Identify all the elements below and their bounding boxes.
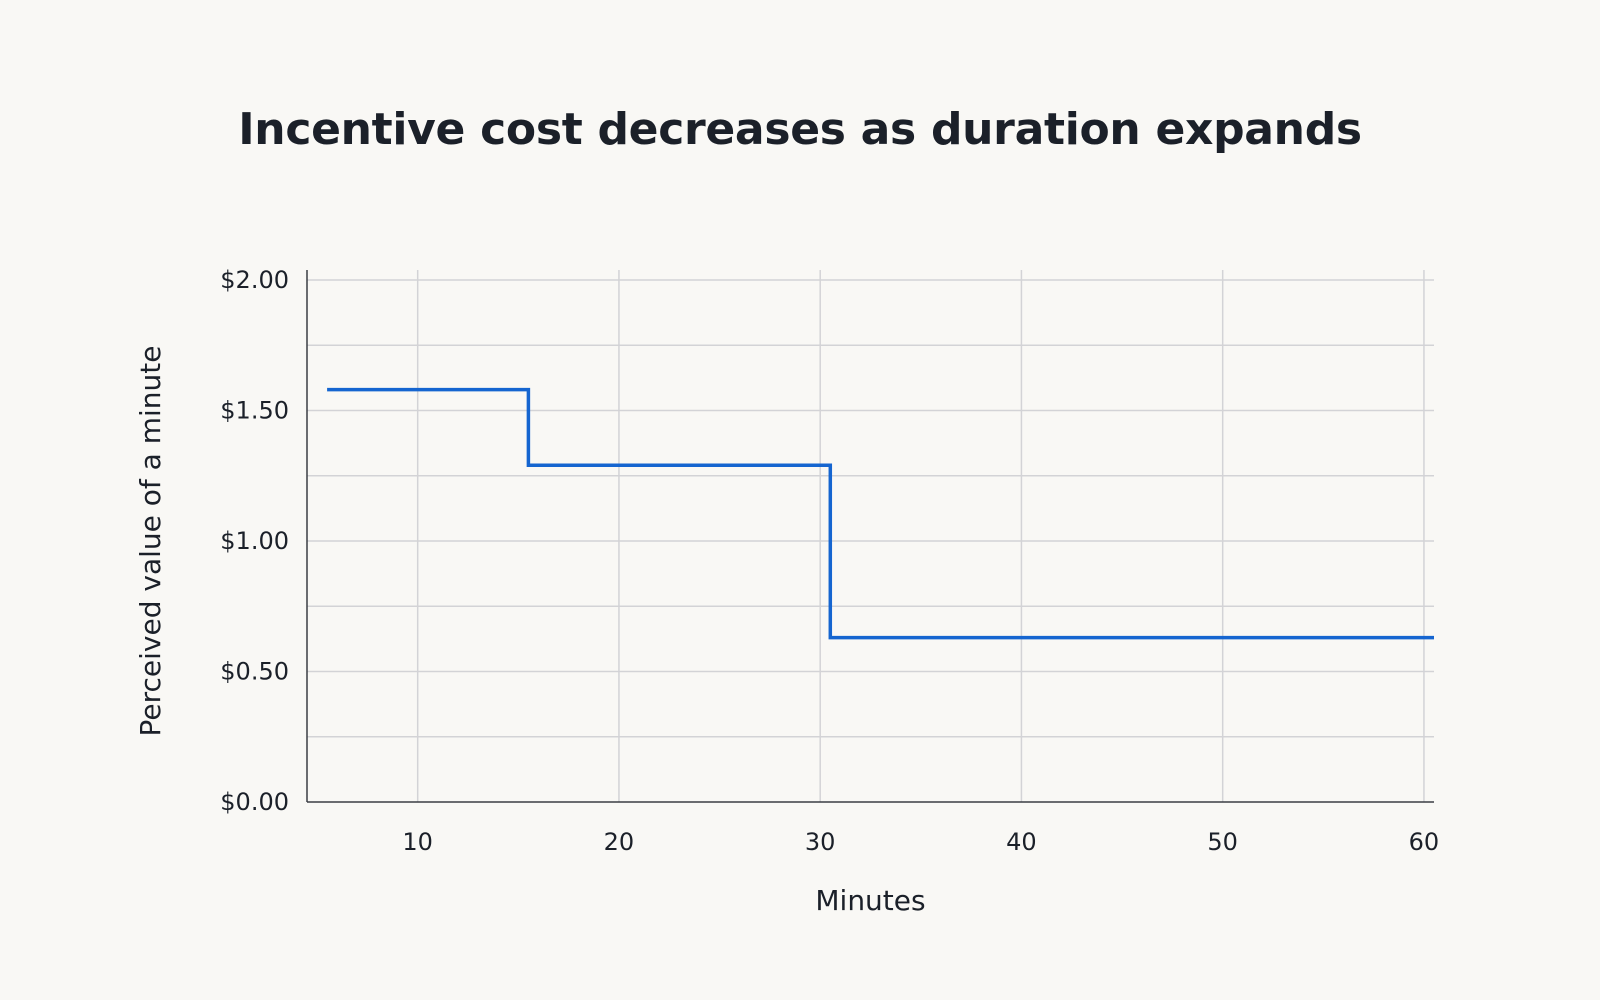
x-axis-title: Minutes: [815, 884, 925, 917]
x-tick-label: 10: [402, 828, 433, 856]
x-tick-label: 40: [1006, 828, 1037, 856]
step-series-line: [327, 387, 1434, 640]
label-layer: $0.00 $0.50 $1.00 $1.50 $2.00 10 20 30 40 50 60 Min…: [134, 266, 1439, 917]
series-layer: [327, 387, 1434, 640]
y-axis-title: Perceived value of a minute: [134, 346, 167, 737]
x-tick-label: 30: [805, 828, 836, 856]
y-tick-label: $1.50: [220, 397, 289, 425]
grid-layer: [307, 270, 1434, 802]
y-tick-label: $1.00: [220, 527, 289, 555]
axis-layer: [306, 270, 1434, 803]
y-tick-label: $0.50: [220, 658, 289, 686]
x-tick-label: 60: [1409, 828, 1440, 856]
chart-title: Incentive cost decreases as duration exp…: [238, 104, 1362, 155]
y-tick-label: $0.00: [220, 788, 289, 816]
y-tick-label: $2.00: [220, 266, 289, 294]
x-tick-label: 50: [1207, 828, 1238, 856]
x-tick-label: 20: [604, 828, 635, 856]
